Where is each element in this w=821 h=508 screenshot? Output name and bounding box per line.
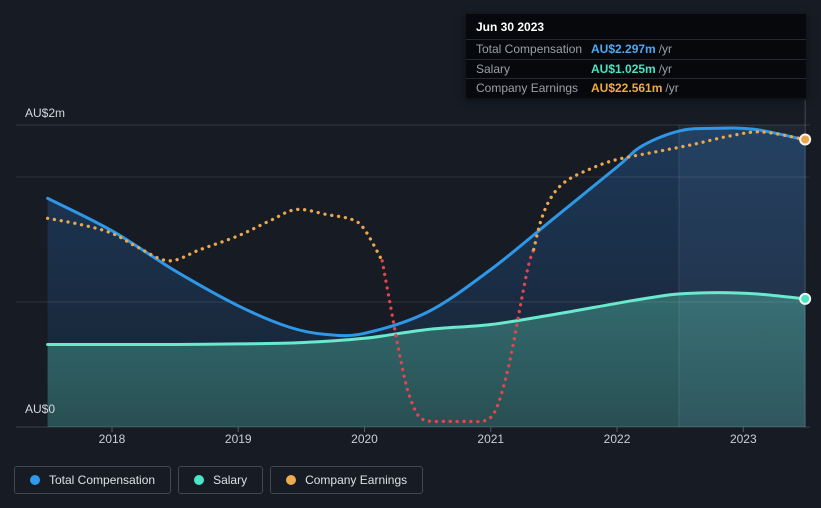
x-axis-tick-label: 2021 — [477, 432, 505, 446]
end-marker-salary[interactable] — [799, 292, 812, 305]
x-axis-tick-label: 2020 — [351, 432, 378, 446]
legend-item-salary[interactable]: Salary — [178, 466, 264, 494]
tooltip-label: Company Earnings — [476, 81, 579, 96]
legend-dot-icon — [194, 475, 205, 485]
tooltip-row-company-earnings: Company Earnings AU$22.561m /yr — [466, 78, 806, 98]
hover-tooltip: Jun 30 2023 Total Compensation AU$2.297m… — [466, 14, 806, 98]
company-earnings-dotted-line-negative — [380, 247, 536, 424]
tooltip-row-salary: Salary AU$1.025m /yr — [466, 58, 806, 79]
y-axis-label-zero: AU$0 — [25, 402, 56, 416]
tooltip-value: AU$22.561m — [591, 81, 663, 96]
legend-item-total-compensation[interactable]: Total Compensation — [14, 466, 172, 494]
tooltip-unit: /yr — [665, 81, 679, 96]
x-axis-tick-label: 2019 — [224, 432, 252, 446]
tooltip-label: Total Compensation — [476, 42, 583, 57]
tooltip-unit: /yr — [658, 61, 673, 76]
legend-label: Total Compensation — [49, 473, 156, 487]
end-marker-company-earnings[interactable] — [799, 133, 812, 146]
legend-dot-icon — [30, 475, 40, 485]
legend-label: Salary — [213, 473, 248, 487]
tooltip-label: Salary — [476, 61, 511, 76]
latest-year-highlight-band — [678, 125, 806, 427]
company-earnings-dotted-line-positive — [45, 207, 384, 263]
x-axis-tick-label: 2023 — [729, 432, 757, 446]
tooltip-unit: /yr — [658, 42, 673, 57]
tooltip-value: AU$2.297m — [591, 42, 656, 57]
total-compensation-line — [46, 126, 807, 338]
tooltip-date: Jun 30 2023 — [476, 20, 545, 34]
tooltip-value: AU$1.025m — [591, 61, 656, 76]
legend-dot-icon — [286, 475, 297, 485]
y-axis-label-max: AU$2m — [25, 106, 66, 120]
legend-item-company-earnings[interactable]: Company Earnings — [270, 466, 424, 494]
x-axis-tick-label: 2022 — [603, 432, 631, 446]
company-earnings-dotted-line-positive — [532, 130, 807, 252]
x-axis-tick-label: 2018 — [98, 432, 126, 446]
salary-area — [47, 292, 806, 427]
salary-line — [46, 291, 807, 347]
legend-label: Company Earnings — [305, 473, 408, 487]
tooltip-row-total-compensation: Total Compensation AU$2.297m /yr — [466, 39, 806, 59]
chart-legend: Total Compensation Salary Company Earnin… — [14, 466, 424, 494]
